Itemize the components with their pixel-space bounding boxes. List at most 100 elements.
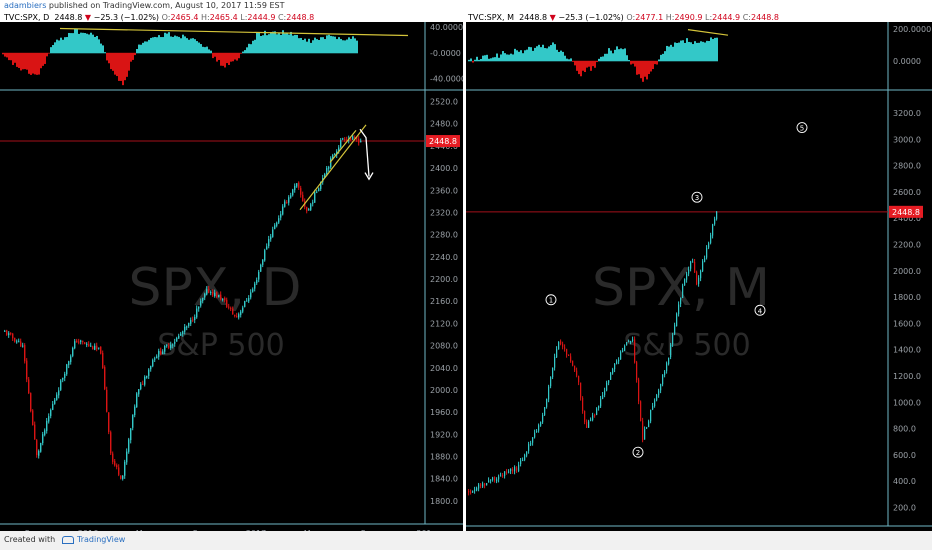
candle-body <box>282 206 284 215</box>
oscillator-bar <box>708 41 710 62</box>
candle-body <box>188 322 190 326</box>
y-tick-label: 1920.0 <box>430 430 458 439</box>
oscillator-trendline <box>59 27 409 37</box>
oscillator-bar <box>100 43 102 54</box>
candle-body <box>636 362 638 380</box>
oscillator-bar <box>184 36 186 54</box>
oscillator-bar <box>494 57 496 62</box>
oscillator-bar <box>18 52 20 68</box>
oscillator-bar <box>236 52 238 61</box>
candle-body <box>682 285 684 299</box>
oscillator-bar <box>556 49 558 62</box>
candle-body <box>514 467 516 472</box>
right-change: −25.3 (−1.02%) <box>558 13 624 22</box>
oscillator-bar <box>270 32 272 54</box>
left-open: 2465.4 <box>170 13 199 22</box>
wave-label-circle <box>691 191 703 203</box>
candle-body <box>270 236 272 240</box>
y-tick-label: 2240.0 <box>430 253 458 262</box>
oscillator-bar <box>150 37 152 54</box>
y-tick-label: 1600.0 <box>893 319 921 328</box>
oscillator-bar <box>666 45 668 62</box>
candle-body <box>594 414 596 416</box>
right-chart-panel[interactable]: SPX, M S&P 500 3200.0 3000.0 2800.0 2600.0 240… <box>466 22 932 540</box>
left-symbol[interactable]: TVC:SPX, D <box>4 13 50 22</box>
oscillator-bar <box>574 60 576 66</box>
candle-body <box>90 345 92 347</box>
monthly-chart-svg[interactable]: SPX, MS&P 5003200.03000.02800.02600.0240… <box>466 22 932 540</box>
candle-body <box>276 222 278 226</box>
candle-body <box>340 140 342 148</box>
candle-body <box>136 393 138 408</box>
candle-body <box>230 308 232 310</box>
candle-body <box>606 382 608 391</box>
oscillator-bar <box>468 59 470 62</box>
candle-body <box>150 366 152 370</box>
oscillator-bar <box>38 52 40 75</box>
candle-body <box>556 349 558 358</box>
candle-body <box>76 340 78 343</box>
candle-body <box>470 491 472 493</box>
candle-body <box>144 376 146 385</box>
osc-tick-label: -0.0000 <box>430 49 461 58</box>
oscillator-bar <box>232 52 234 62</box>
y-tick-label: 1800.0 <box>430 497 458 506</box>
oscillator-bar <box>130 52 132 62</box>
candle-body <box>532 437 534 443</box>
left-chart-panel[interactable]: SPX, DS&P 5002520.02480.02440.02400.0236… <box>0 22 466 538</box>
oscillator-bar <box>134 52 136 56</box>
candle-body <box>12 333 14 339</box>
osc-tick-label: -40.0000 <box>430 74 463 83</box>
oscillator-bar <box>260 35 262 54</box>
candle-body <box>212 291 214 296</box>
candle-body <box>120 475 122 479</box>
tradingview-link[interactable]: TradingView <box>62 535 125 544</box>
daily-chart-svg[interactable]: SPX, DS&P 5002520.02480.02440.02400.0236… <box>0 22 466 538</box>
candle-body <box>86 343 88 345</box>
candle-body <box>476 487 478 491</box>
oscillator-bar <box>246 47 248 54</box>
oscillator-bar <box>330 35 332 54</box>
y-tick-label: 2000.0 <box>430 386 458 395</box>
candle-body <box>716 211 718 219</box>
tradingview-logo-icon <box>62 535 74 544</box>
oscillator-bar <box>40 52 42 69</box>
y-tick-label: 400.0 <box>893 477 916 486</box>
candle-body <box>140 384 142 390</box>
candle-body <box>66 364 68 375</box>
oscillator-bar <box>72 33 74 54</box>
oscillator-bar <box>290 31 292 54</box>
candle-body <box>530 443 532 445</box>
oscillator-bar <box>28 52 30 74</box>
candle-body <box>160 350 162 355</box>
oscillator-bar <box>114 52 116 75</box>
y-tick-label: 2360.0 <box>430 186 458 195</box>
candle-body <box>334 154 336 156</box>
candle-body <box>54 399 56 404</box>
right-symbol[interactable]: TVC:SPX, M <box>468 13 515 22</box>
oscillator-bar <box>702 41 704 62</box>
y-tick-label: 1960.0 <box>430 408 458 417</box>
y-tick-label: 2480.0 <box>430 120 458 129</box>
candle-body <box>344 138 346 141</box>
candle-body <box>280 214 282 218</box>
candle-body <box>186 326 188 328</box>
oscillator-bar <box>74 28 76 54</box>
candle-body <box>596 408 598 415</box>
oscillator-bar <box>282 30 284 54</box>
author-link[interactable]: adambiers <box>4 1 47 10</box>
oscillator-bar <box>552 42 554 62</box>
wave-label: 1 <box>549 297 553 305</box>
candle-body <box>246 300 248 302</box>
oscillator-bar <box>654 60 656 65</box>
candle-body <box>660 384 662 391</box>
y-tick-label: 800.0 <box>893 425 916 434</box>
oscillator-bar <box>346 39 348 54</box>
oscillator-bar <box>8 52 10 61</box>
candle-body <box>158 350 160 357</box>
oscillator-bar <box>258 32 260 54</box>
candle-body <box>170 344 172 349</box>
oscillator-bar <box>670 44 672 62</box>
oscillator-bar <box>234 52 236 60</box>
oscillator-bar <box>32 52 34 74</box>
